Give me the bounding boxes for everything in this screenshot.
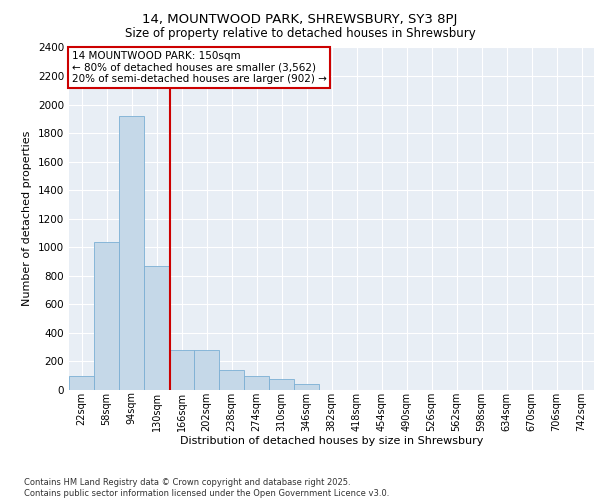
Bar (69, 376, 94, 390)
Y-axis label: Number of detached properties: Number of detached properties (22, 131, 32, 306)
Text: Size of property relative to detached houses in Shrewsbury: Size of property relative to detached ho… (125, 28, 475, 40)
Text: 14 MOUNTWOOD PARK: 150sqm
← 80% of detached houses are smaller (3,562)
20% of se: 14 MOUNTWOOD PARK: 150sqm ← 80% of detac… (71, 51, 326, 84)
X-axis label: Distribution of detached houses by size in Shrewsbury: Distribution of detached houses by size … (180, 436, 483, 446)
Bar (119, 116, 144, 390)
Bar (194, 350, 219, 390)
Text: Contains HM Land Registry data © Crown copyright and database right 2025.
Contai: Contains HM Land Registry data © Crown c… (24, 478, 389, 498)
Bar (244, 376, 269, 390)
Bar (94, 242, 119, 390)
Bar (269, 378, 294, 390)
Bar (219, 370, 244, 390)
Text: 14, MOUNTWOOD PARK, SHREWSBURY, SY3 8PJ: 14, MOUNTWOOD PARK, SHREWSBURY, SY3 8PJ (142, 12, 458, 26)
Bar (144, 266, 169, 390)
Bar (294, 384, 319, 390)
Bar (169, 350, 194, 390)
